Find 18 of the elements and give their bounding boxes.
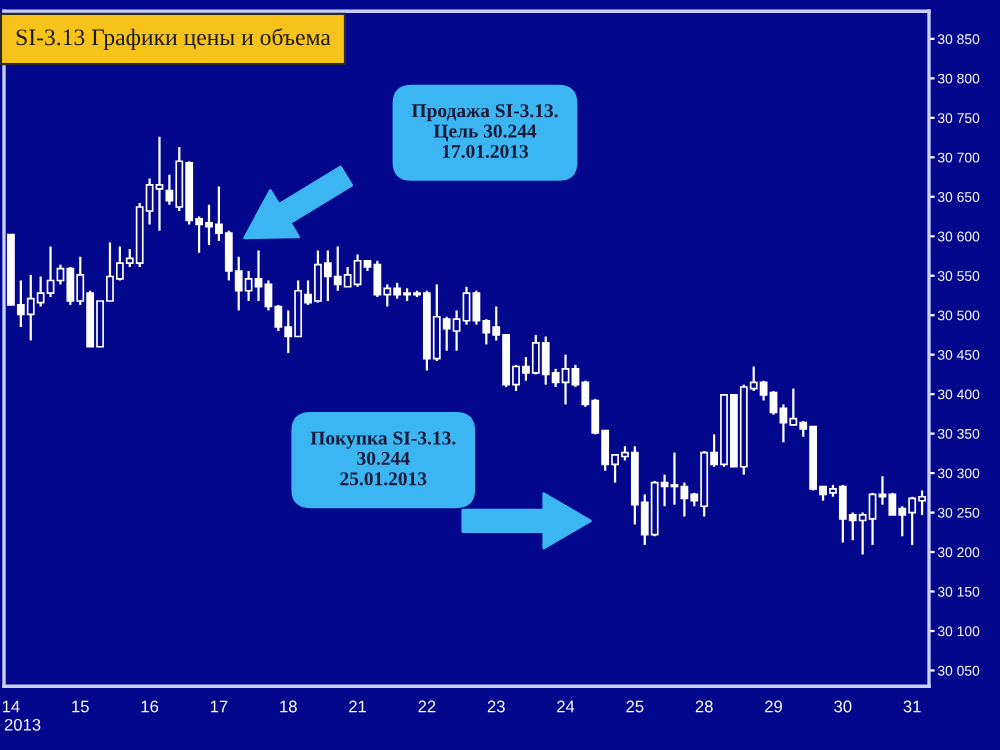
x-tick-label: 21 (349, 700, 367, 713)
x-tick-label: 28 (695, 700, 713, 713)
annotation: Продажа SI-3.13. Цель 30.244 17.01.2013 (411, 104, 558, 159)
x-tick-label: 23 (487, 700, 505, 713)
x-tick-label: 24 (557, 700, 575, 713)
x-tick-label: 25 (626, 700, 644, 713)
x-tick-label: 15 (72, 700, 89, 713)
text: SI-3.13 Графики цены и объема (16, 28, 331, 51)
x-tick-label: 14 (2, 700, 20, 713)
x-tick-label: 16 (141, 700, 159, 713)
x-tick-label: 29 (765, 700, 782, 713)
x-tick-label: 31 (903, 700, 921, 713)
x-tick-label: 22 (418, 700, 436, 713)
x-tick-label: 18 (280, 700, 297, 713)
annotation: Покупка SI-3.13. 30.244 25.01.2013 (310, 431, 456, 486)
x-axis-title: 2013 (4, 718, 41, 731)
x-tick-label: 30 (834, 700, 852, 713)
x-tick-label: 17 (210, 700, 228, 713)
